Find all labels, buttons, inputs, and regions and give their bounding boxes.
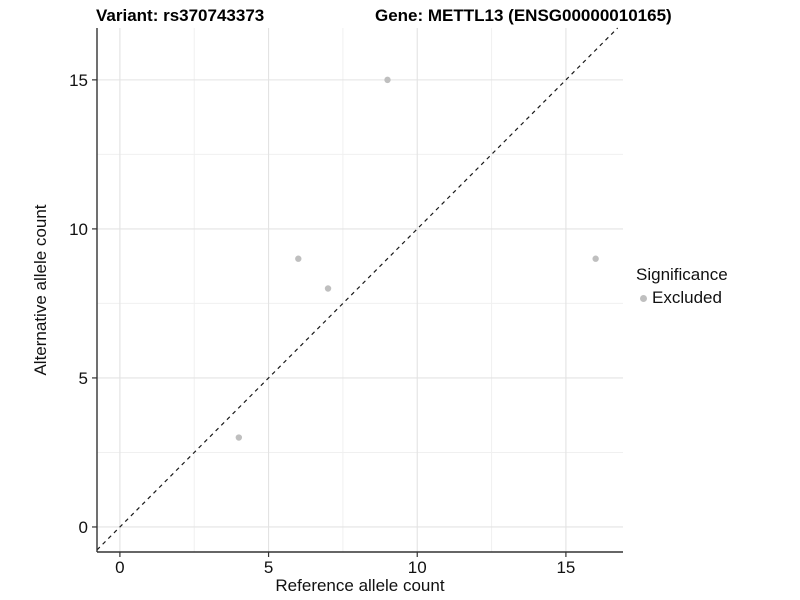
y-tick-label: 10 bbox=[69, 220, 88, 239]
data-point bbox=[592, 255, 599, 262]
legend-item-label: Excluded bbox=[652, 288, 722, 307]
y-tick-label: 0 bbox=[79, 518, 88, 537]
legend-point-icon bbox=[640, 294, 647, 302]
identity-line bbox=[96, 27, 619, 551]
x-axis-title: Reference allele count bbox=[275, 576, 445, 595]
x-tick-label: 5 bbox=[264, 558, 273, 577]
data-point bbox=[384, 76, 391, 84]
legend-title: Significance bbox=[636, 265, 728, 284]
y-tick-label: 5 bbox=[79, 369, 88, 388]
plot-title-gene: Gene: METTL13 (ENSG00000010165) bbox=[375, 6, 672, 25]
y-axis-title: Alternative allele count bbox=[31, 204, 50, 376]
x-tick-label: 15 bbox=[556, 558, 575, 577]
legend-item-excluded: Excluded bbox=[636, 288, 728, 308]
legend: Significance Excluded bbox=[636, 265, 728, 308]
x-tick-label: 0 bbox=[115, 558, 124, 577]
data-point bbox=[324, 285, 332, 292]
data-point bbox=[235, 434, 243, 441]
x-tick-label: 10 bbox=[408, 558, 427, 577]
y-tick-label: 15 bbox=[69, 71, 88, 90]
data-point bbox=[295, 255, 302, 262]
plot-title-variant: Variant: rs370743373 bbox=[96, 6, 265, 25]
